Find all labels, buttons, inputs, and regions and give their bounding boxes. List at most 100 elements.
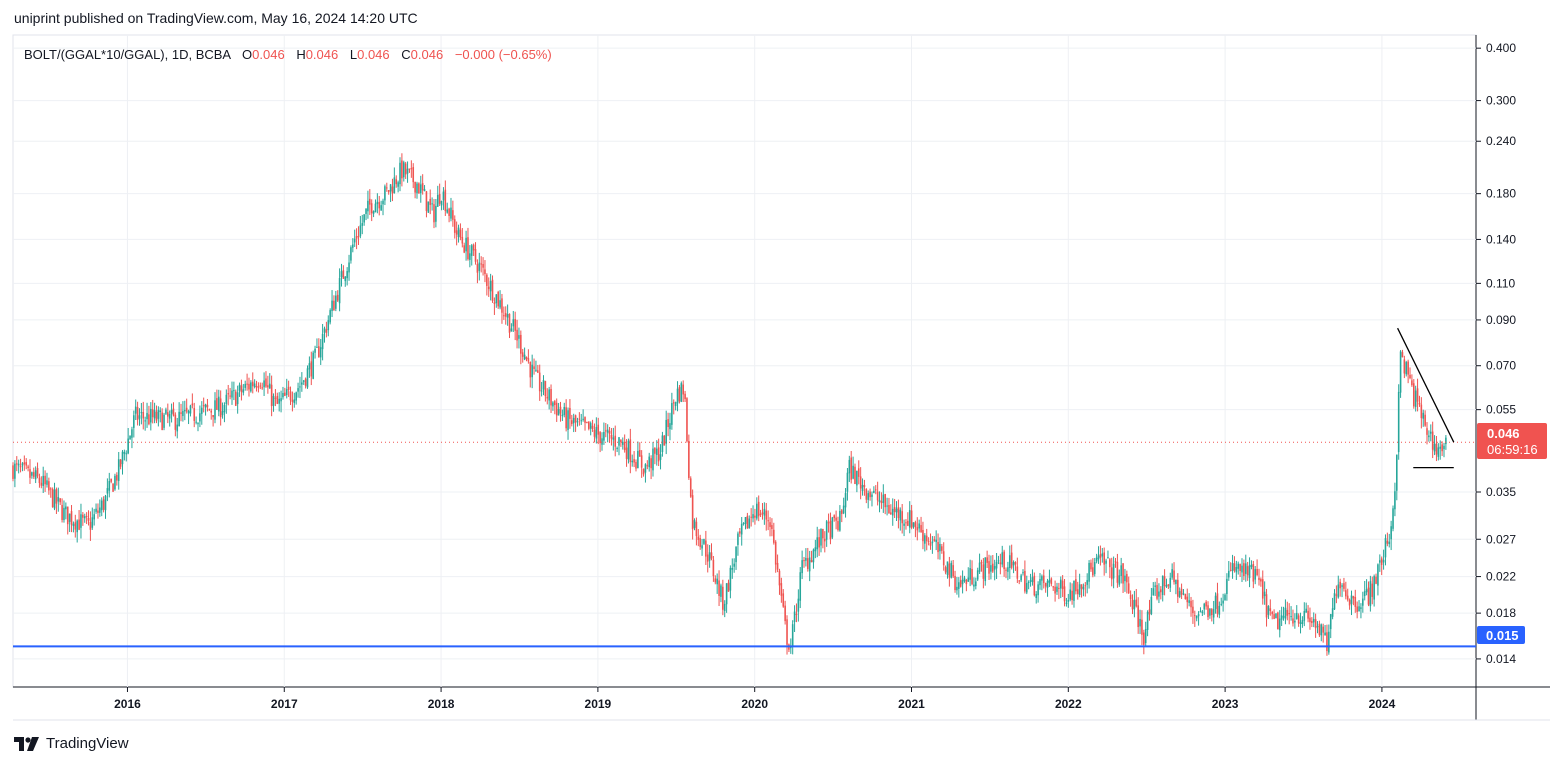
candle-body	[1216, 593, 1219, 614]
candle-body	[695, 521, 698, 537]
candle-body	[973, 584, 975, 587]
candle-body	[1380, 558, 1383, 565]
candle-body	[1320, 624, 1323, 636]
candle-body	[138, 415, 141, 419]
candle-body	[950, 562, 953, 578]
candle-body	[1210, 609, 1213, 616]
candle-body	[761, 512, 764, 515]
candle-body	[1024, 570, 1026, 592]
candle-body	[1431, 431, 1434, 450]
candle-body	[1107, 557, 1109, 559]
candle-body	[689, 478, 692, 497]
candle-body	[525, 356, 528, 360]
candle-body	[167, 412, 169, 417]
candle-body	[925, 535, 928, 542]
candle-body	[301, 382, 303, 385]
candle-body	[463, 245, 465, 253]
candle-body	[1093, 562, 1096, 575]
candle-body	[448, 208, 450, 216]
candle-body	[901, 511, 903, 524]
candle-body	[1241, 565, 1243, 573]
candle-body	[1412, 383, 1415, 407]
overlays	[13, 327, 1476, 648]
candle-body	[335, 295, 337, 309]
candle-body	[1080, 584, 1083, 589]
legend-low-label: L	[350, 47, 357, 62]
candle-body	[501, 298, 503, 313]
candle-body	[1346, 595, 1349, 600]
candle-body	[461, 236, 464, 244]
candle-body	[882, 494, 885, 503]
candle-body	[487, 286, 490, 290]
candle-body	[884, 493, 886, 508]
candle-body	[1284, 607, 1287, 619]
candle-body	[336, 294, 339, 301]
candle-body	[1165, 585, 1168, 587]
candle-body	[408, 168, 411, 170]
candle-body	[369, 198, 371, 205]
candle-body	[803, 560, 805, 562]
candle-body	[193, 407, 196, 421]
candle-body	[246, 383, 248, 385]
candle-body	[1063, 586, 1066, 602]
candle-body	[321, 333, 324, 350]
candle-body	[465, 237, 467, 252]
candle-body	[812, 549, 815, 563]
legend-low-value: 0.046	[357, 47, 390, 62]
candle-body	[459, 229, 462, 238]
candle-body	[1227, 570, 1230, 578]
candle-body	[618, 437, 620, 446]
candle-body	[895, 508, 898, 513]
candle-body	[144, 420, 146, 422]
candle-body	[1090, 562, 1092, 570]
candle-body	[1373, 576, 1375, 600]
candle-body	[1197, 614, 1200, 617]
candle-body	[121, 451, 124, 465]
bar-countdown: 06:59:16	[1487, 442, 1538, 457]
y-tick-label: 0.018	[1486, 606, 1516, 620]
candle-body	[225, 394, 228, 405]
candle-body	[582, 418, 584, 420]
candle-body	[1029, 580, 1032, 582]
candle-body	[655, 448, 658, 455]
candle-body	[259, 385, 262, 387]
candle-body	[720, 585, 722, 597]
candle-body	[975, 581, 977, 587]
candle-body	[657, 447, 660, 462]
candle-body	[338, 278, 341, 304]
candle-body	[76, 520, 78, 533]
candle-body	[1207, 605, 1209, 618]
candle-body	[1299, 622, 1302, 624]
candle-body	[739, 531, 741, 534]
candle-body	[1141, 619, 1143, 635]
candle-body	[1275, 613, 1277, 619]
price-axis[interactable]: 0.400 0.300 0.240 0.180 0.140 0.110 0.090 0.070…	[1476, 41, 1516, 666]
candle-body	[34, 470, 37, 480]
time-axis[interactable]: 2016 2017 2018 2019 2020 2021 2022 2023 2024	[114, 687, 1396, 711]
candle-body	[635, 461, 637, 469]
candle-body	[1194, 615, 1196, 617]
footer-brand[interactable]: TradingView	[14, 735, 129, 752]
candle-body	[497, 291, 499, 307]
candle-body	[842, 505, 845, 514]
candle-body	[784, 605, 786, 622]
candle-body	[123, 451, 126, 454]
candle-body	[703, 539, 705, 544]
candle-body	[436, 194, 439, 207]
candle-body	[1362, 598, 1364, 606]
candle-body	[427, 201, 430, 213]
candle-body	[854, 466, 856, 485]
candle-body	[752, 514, 754, 519]
candle-body	[1235, 567, 1238, 573]
y-tick-label: 0.055	[1486, 403, 1516, 417]
candle-body	[1367, 587, 1370, 605]
candle-body	[282, 393, 284, 398]
candle-body	[1003, 551, 1005, 570]
candle-body	[980, 561, 983, 564]
candle-body	[1105, 560, 1107, 564]
candle-body	[78, 519, 80, 530]
y-tick-label: 0.300	[1486, 94, 1516, 108]
candle-body	[1397, 391, 1400, 453]
candle-body	[159, 410, 162, 413]
